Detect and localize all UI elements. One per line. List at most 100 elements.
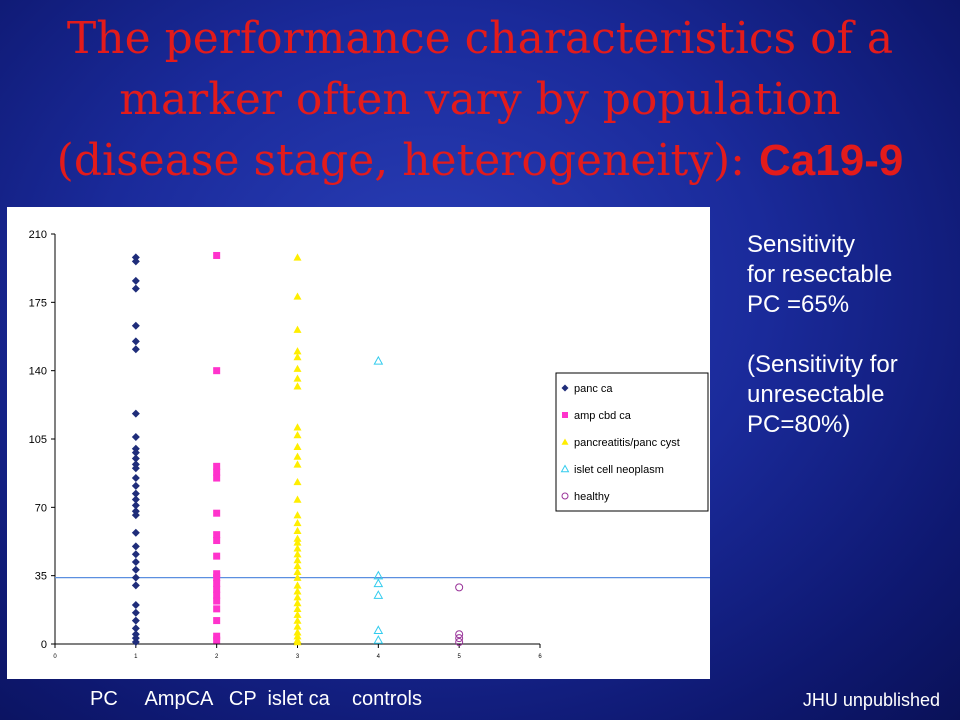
data-point-panc-ca <box>131 608 140 617</box>
data-point-pancreatitis-panc-cyst <box>293 364 302 372</box>
data-point-panc-ca <box>131 565 140 574</box>
data-point-panc-ca <box>131 600 140 609</box>
y-tick-label: 0 <box>41 639 47 651</box>
data-point-pancreatitis-panc-cyst <box>293 587 302 595</box>
data-point-amp-cbd-ca <box>213 585 221 593</box>
data-point-amp-cbd-ca <box>213 474 221 482</box>
data-point-pancreatitis-panc-cyst <box>293 347 302 355</box>
data-point-panc-ca <box>131 454 140 463</box>
data-point-pancreatitis-panc-cyst <box>293 544 302 552</box>
legend-label-amp-cbd-ca: amp cbd ca <box>574 410 632 422</box>
legend-label-healthy: healthy <box>574 491 610 503</box>
data-point-pancreatitis-panc-cyst <box>293 538 302 546</box>
data-point-pancreatitis-panc-cyst <box>293 632 302 640</box>
data-point-panc-ca <box>131 284 140 293</box>
y-tick-label: 210 <box>29 229 47 241</box>
data-point-panc-ca <box>131 581 140 590</box>
legend-marker-healthy <box>561 492 569 500</box>
legend-marker-amp-cbd-ca <box>562 412 568 418</box>
data-point-panc-ca <box>131 489 140 498</box>
data-point-pancreatitis-panc-cyst <box>293 526 302 534</box>
title-line-3: (disease stage, heterogeneity): Ca19-9 <box>0 130 960 191</box>
data-point-pancreatitis-panc-cyst <box>293 622 302 630</box>
data-point-amp-cbd-ca <box>213 632 221 640</box>
data-point-panc-ca <box>131 448 140 457</box>
data-point-pancreatitis-panc-cyst <box>293 616 302 624</box>
legend-marker-islet-cell-neoplasm <box>560 464 570 473</box>
data-point-amp-cbd-ca <box>213 468 221 476</box>
data-point-amp-cbd-ca <box>213 617 221 625</box>
data-point-amp-cbd-ca <box>213 579 221 587</box>
data-point-healthy <box>455 634 464 643</box>
y-tick-label: 140 <box>29 366 47 378</box>
data-point-panc-ca <box>131 528 140 537</box>
data-point-healthy <box>455 630 464 639</box>
marker-name: Ca19-9 <box>759 136 904 185</box>
data-point-pancreatitis-panc-cyst <box>293 610 302 618</box>
data-point-panc-ca <box>131 616 140 625</box>
data-point-panc-ca <box>131 257 140 266</box>
data-point-panc-ca <box>131 464 140 473</box>
x-tick-label: 2 <box>215 654 219 660</box>
data-point-panc-ca <box>131 337 140 346</box>
legend-label-panc-ca: panc ca <box>574 383 613 395</box>
data-point-panc-ca <box>131 501 140 510</box>
data-point-amp-cbd-ca <box>213 591 221 599</box>
data-point-amp-cbd-ca <box>213 597 221 605</box>
data-point-pancreatitis-panc-cyst <box>293 325 302 333</box>
data-point-pancreatitis-panc-cyst <box>293 567 302 575</box>
chart-panel: 0 35 70 105 140 175 210 0 1 2 3 4 5 6 panc ca amp cbd c… <box>7 207 710 679</box>
data-point-amp-cbd-ca <box>213 636 221 644</box>
data-point-pancreatitis-panc-cyst <box>293 442 302 451</box>
data-point-amp-cbd-ca <box>213 605 221 613</box>
data-point-healthy <box>455 583 464 592</box>
data-point-islet-cell-neoplasm <box>373 355 384 365</box>
x-tick-label: 5 <box>457 654 461 660</box>
title-line-3-text: (disease stage, heterogeneity): <box>56 135 759 186</box>
group-labels: PC AmpCA CP islet ca controls <box>90 688 422 710</box>
data-point-panc-ca <box>131 495 140 504</box>
data-point-amp-cbd-ca <box>213 509 221 517</box>
data-point-pancreatitis-panc-cyst <box>293 292 302 300</box>
data-point-panc-ca <box>131 345 140 354</box>
data-point-amp-cbd-ca <box>213 552 221 560</box>
legend-box <box>555 372 709 512</box>
data-point-amp-cbd-ca <box>213 537 221 545</box>
unresectable-line-1: (Sensitivity for <box>747 351 898 378</box>
legend-marker-pancreatitis-panc-cyst <box>561 438 569 445</box>
data-point-amp-cbd-ca <box>213 531 221 539</box>
data-point-amp-cbd-ca <box>213 367 221 375</box>
data-point-pancreatitis-panc-cyst <box>293 556 302 564</box>
data-point-pancreatitis-panc-cyst <box>293 534 302 542</box>
data-point-pancreatitis-panc-cyst <box>293 511 302 519</box>
data-point-islet-cell-neoplasm <box>373 578 384 588</box>
data-point-pancreatitis-panc-cyst <box>293 460 302 468</box>
data-point-pancreatitis-panc-cyst <box>293 518 302 527</box>
data-point-amp-cbd-ca <box>213 570 221 578</box>
x-tick-label: 3 <box>296 654 300 660</box>
data-point-pancreatitis-panc-cyst <box>293 550 302 558</box>
legend-label-pancreatitis-panc-cyst: pancreatitis/panc cyst <box>574 437 680 449</box>
data-point-panc-ca <box>131 550 140 559</box>
x-tick-label: 0 <box>53 654 57 660</box>
x-tick-label: 1 <box>134 654 138 660</box>
unresectable-line-2: unresectable <box>747 381 885 408</box>
legend-label-islet-cell-neoplasm: islet cell neoplasm <box>574 464 664 476</box>
title-line-2: marker often vary by population <box>119 74 841 125</box>
data-point-pancreatitis-panc-cyst <box>293 477 302 486</box>
data-point-amp-cbd-ca <box>213 251 221 259</box>
data-point-pancreatitis-panc-cyst <box>293 253 302 261</box>
data-point-pancreatitis-panc-cyst <box>293 561 302 570</box>
data-point-pancreatitis-panc-cyst <box>293 593 302 601</box>
y-tick-label: 35 <box>35 571 47 583</box>
scatter-chart: 0 35 70 105 140 175 210 0 1 2 3 4 5 6 panc ca amp cbd c… <box>29 229 710 660</box>
data-point-pancreatitis-panc-cyst <box>293 423 302 431</box>
data-point-panc-ca <box>131 542 140 551</box>
data-point-pancreatitis-panc-cyst <box>293 495 302 503</box>
data-point-panc-ca <box>131 276 140 285</box>
data-point-pancreatitis-panc-cyst <box>293 382 302 390</box>
sensitivity-notes: Sensitivity for resectable PC =65% (Sens… <box>747 230 957 440</box>
data-point-healthy <box>455 638 464 647</box>
data-point-pancreatitis-panc-cyst <box>293 353 302 361</box>
data-point-islet-cell-neoplasm <box>373 590 384 599</box>
